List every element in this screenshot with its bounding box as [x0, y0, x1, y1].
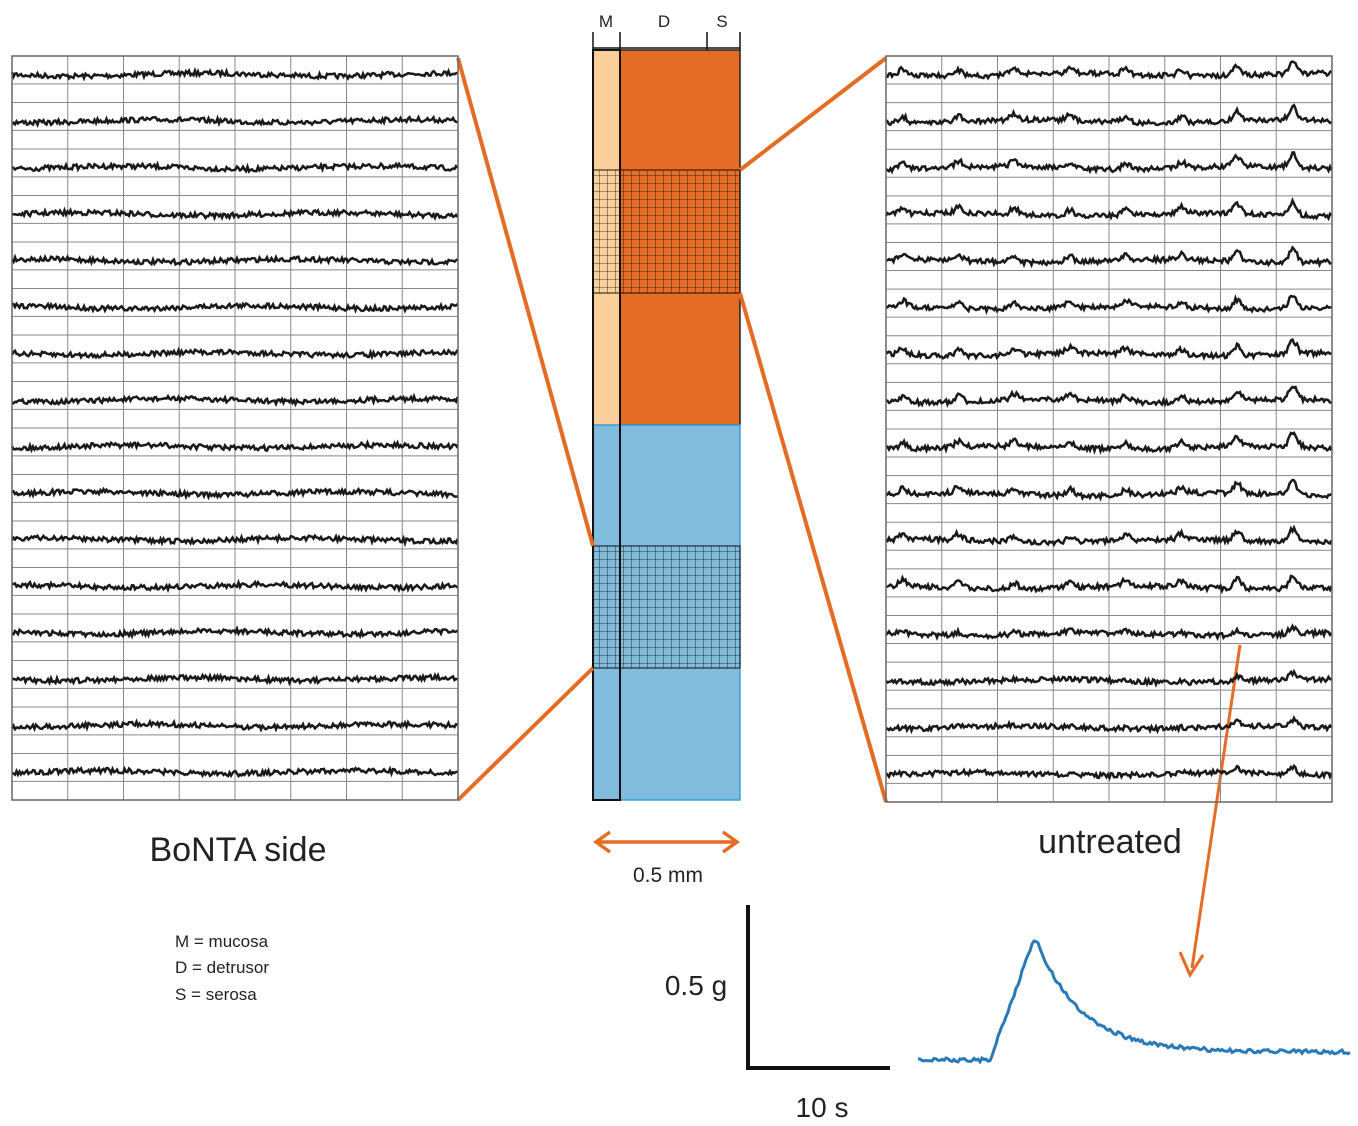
trace	[885, 763, 1333, 782]
layer-label: D	[658, 12, 670, 31]
trace	[10, 439, 459, 454]
trace	[11, 578, 459, 594]
trace	[885, 714, 1333, 735]
mucosa-outline	[592, 49, 621, 801]
panel-label: untreated	[1038, 823, 1182, 861]
scale-label: 0.5 g	[665, 970, 727, 1001]
trace	[11, 624, 459, 640]
trace	[885, 385, 1332, 408]
legend-item: S = serosa	[175, 985, 257, 1004]
trace	[885, 668, 1333, 688]
trace	[885, 524, 1333, 548]
width-arrow	[592, 830, 741, 854]
sample-grid	[592, 545, 741, 669]
sample-grid	[592, 169, 741, 294]
trace	[885, 431, 1333, 455]
trace	[885, 337, 1332, 361]
trace	[11, 114, 458, 129]
trace	[884, 196, 1333, 222]
legend-item: D = detrusor	[175, 958, 269, 977]
trace	[11, 301, 459, 314]
trace	[11, 671, 458, 687]
connectors	[456, 56, 888, 803]
trace	[11, 486, 458, 501]
trace	[11, 392, 459, 408]
panel-label: BoNTA side	[149, 831, 326, 869]
trace	[11, 765, 458, 779]
trace	[885, 623, 1333, 642]
scale-bar	[746, 905, 890, 1070]
trace	[885, 151, 1333, 175]
pointer-arrow	[1178, 644, 1242, 979]
inset-trace	[917, 939, 1351, 1065]
layer-label: M	[599, 12, 613, 31]
panel-border	[885, 55, 1333, 803]
trace	[10, 346, 459, 361]
trace	[885, 294, 1332, 315]
trace	[11, 160, 459, 174]
layer-label: S	[716, 12, 727, 31]
trace	[10, 718, 459, 733]
trace	[11, 206, 459, 222]
trace	[885, 103, 1333, 128]
trace	[10, 532, 459, 548]
trace	[11, 253, 459, 267]
width-label: 0.5 mm	[633, 864, 703, 887]
legend-item: M = mucosa	[175, 932, 269, 951]
layer-bracket	[592, 32, 741, 50]
trace	[885, 60, 1333, 81]
trace	[885, 574, 1333, 595]
trace	[885, 478, 1333, 502]
traces	[10, 55, 1351, 1065]
scale-label: 10 s	[796, 1092, 849, 1121]
panel-border	[11, 55, 459, 801]
trace	[10, 66, 458, 82]
trace	[885, 245, 1332, 269]
